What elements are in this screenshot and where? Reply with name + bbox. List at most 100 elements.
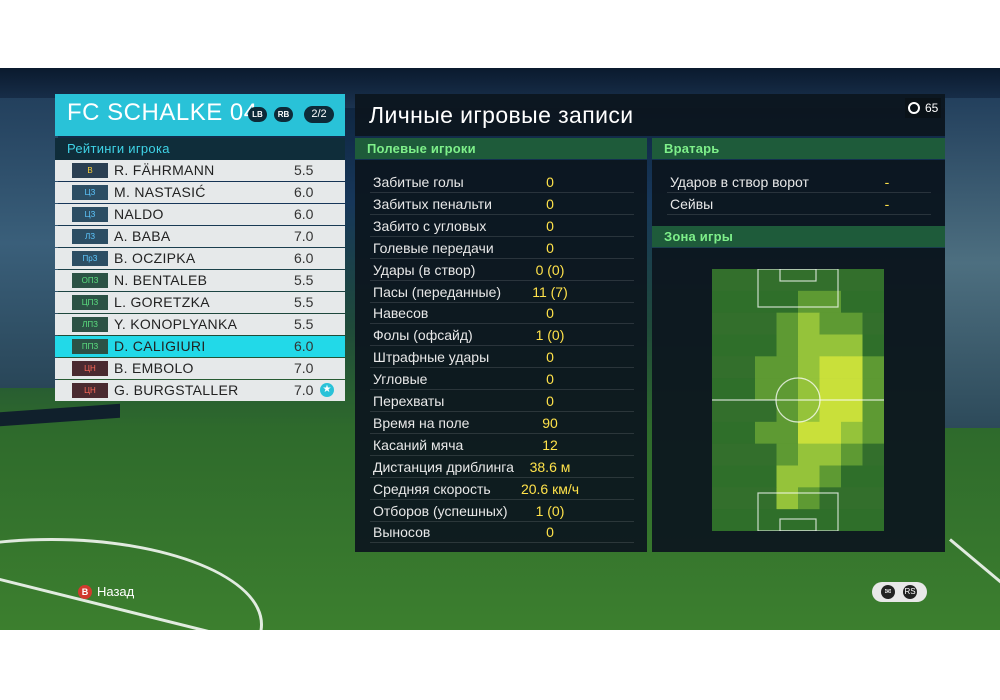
player-row[interactable]: ЛПЗ Y. KONOPLYANKA 5.5 xyxy=(55,314,345,335)
heatmap-cell xyxy=(712,421,734,444)
heatmap-cell xyxy=(819,400,842,423)
heatmap-cell xyxy=(862,356,884,379)
clock-icon xyxy=(908,102,920,114)
heatmap-cell xyxy=(776,421,799,444)
player-rating: 5.5 xyxy=(294,294,314,310)
lb-button-icon[interactable]: LB xyxy=(248,107,267,122)
heatmap-cell xyxy=(733,465,756,488)
stat-label: Дистанция дриблинга xyxy=(373,458,514,475)
heatmap-cell xyxy=(798,421,820,444)
gk-stat-value: - xyxy=(884,174,890,190)
player-name: D. CALIGIURI xyxy=(114,338,206,354)
player-name: R. FÄHRMANN xyxy=(114,162,215,178)
player-row[interactable]: ОПЗ N. BENTALEB 5.5 xyxy=(55,270,345,291)
position-badge: ЦЗ xyxy=(72,185,108,200)
play-zone-title: Зона игры xyxy=(664,229,734,244)
heatmap-cell xyxy=(819,443,842,466)
heatmap-cell xyxy=(755,356,777,379)
player-rating: 6.0 xyxy=(294,184,314,200)
gk-stat-label: Сейвы xyxy=(670,196,714,212)
heatmap-cell xyxy=(776,465,799,488)
stat-row: Штрафные удары 0 xyxy=(370,346,634,369)
heatmap-cell xyxy=(755,334,777,357)
player-name: B. EMBOLO xyxy=(114,360,194,376)
heatmap-cell xyxy=(755,421,777,444)
stat-label: Перехваты xyxy=(373,393,445,409)
position-badge: ЛПЗ xyxy=(72,317,108,332)
stat-row: Время на поле 90 xyxy=(370,412,634,434)
stat-value: 0 xyxy=(546,371,554,388)
ad-board xyxy=(0,403,120,427)
heatmap-cell xyxy=(712,356,734,379)
heatmap-cell xyxy=(755,443,777,466)
chat-icon: ✉ xyxy=(881,585,895,599)
player-name: N. BENTALEB xyxy=(114,272,208,288)
heatmap-cell xyxy=(819,421,842,444)
heatmap-cell xyxy=(819,465,842,488)
stat-value: 0 xyxy=(546,217,554,234)
rs-stick-icon: RS xyxy=(903,585,917,599)
heatmap-cell xyxy=(841,465,863,488)
stat-row: Фолы (офсайд) 1 (0) xyxy=(370,324,634,347)
player-row[interactable]: ЦЗ NALDO 6.0 xyxy=(55,204,345,225)
heatmap-cell xyxy=(776,290,799,313)
top-penalty-box xyxy=(757,269,839,308)
stat-value: 12 xyxy=(542,436,558,453)
heatmap-cell xyxy=(733,509,756,531)
stat-row: Отборов (успешных) 1 (0) xyxy=(370,500,634,522)
position-badge: ЦН xyxy=(72,361,108,376)
player-row[interactable]: ЦЗ M. NASTASIĆ 6.0 xyxy=(55,182,345,203)
heatmap-cell xyxy=(733,443,756,466)
heatmap-cell xyxy=(776,269,799,292)
heatmap-cell xyxy=(798,443,820,466)
heatmap-cell xyxy=(755,465,777,488)
heatmap-cell xyxy=(841,312,863,335)
heatmap-cell xyxy=(776,334,799,357)
player-rating: 6.0 xyxy=(294,206,314,222)
heatmap-cell xyxy=(776,356,799,379)
back-label: Назад xyxy=(97,584,135,599)
heatmap-cell xyxy=(841,290,863,313)
stat-value: 20.6 км/ч xyxy=(520,480,580,497)
heatmap-cell xyxy=(798,334,820,357)
stat-value: 90 xyxy=(542,414,558,431)
stat-value: 38.6 м xyxy=(529,458,571,475)
stat-row: Навесов 0 xyxy=(370,302,634,325)
heatmap-cell xyxy=(841,400,863,423)
heatmap-cell xyxy=(776,312,799,335)
player-row[interactable]: В R. FÄHRMANN 5.5 xyxy=(55,160,345,181)
heatmap-cell xyxy=(862,487,884,510)
gk-stat-row: Ударов в створ ворот - xyxy=(667,171,931,193)
star-icon: ★ xyxy=(320,383,334,397)
player-row[interactable]: ЛЗ A. BABA 7.0 xyxy=(55,226,345,247)
player-row[interactable]: ЦН G. BURGSTALLER 7.0 ★ xyxy=(55,380,345,401)
stat-value: 0 xyxy=(546,393,554,409)
stat-label: Средняя скорость xyxy=(373,480,491,497)
goalkeeper-header: Вратарь xyxy=(652,138,945,159)
controls-hint[interactable]: ✉ RS xyxy=(872,582,927,602)
stat-value: 0 xyxy=(546,239,554,256)
player-row[interactable]: ППЗ D. CALIGIURI 6.0 xyxy=(55,336,345,357)
player-rating: 7.0 xyxy=(294,228,314,244)
stat-label: Фолы (офсайд) xyxy=(373,327,473,344)
stat-row: Забитые голы 0 xyxy=(370,171,634,193)
player-row[interactable]: ПрЗ B. OCZIPKA 6.0 xyxy=(55,248,345,269)
ratings-header: Рейтинги игрока xyxy=(55,138,345,160)
gk-stat-row: Сейвы - xyxy=(667,193,931,215)
player-row[interactable]: ЦПЗ L. GORETZKA 5.5 xyxy=(55,292,345,313)
field-players-title: Полевые игроки xyxy=(367,141,476,156)
rb-button-icon[interactable]: RB xyxy=(274,107,293,122)
stat-label: Навесов xyxy=(373,305,429,322)
heatmap-cell xyxy=(798,465,820,488)
heatmap-cell xyxy=(798,356,820,379)
heatmap-cell xyxy=(755,378,777,401)
match-timer: 65 xyxy=(905,98,941,118)
player-row[interactable]: ЦН B. EMBOLO 7.0 xyxy=(55,358,345,379)
stat-row: Пасы (переданные) 11 (7) xyxy=(370,281,634,303)
heatmap-cell xyxy=(712,487,734,510)
player-name: NALDO xyxy=(114,206,164,222)
stat-value: 1 (0) xyxy=(535,327,565,344)
right-stand xyxy=(945,98,1000,428)
heatmap-cell xyxy=(776,487,799,510)
heatmap-cell xyxy=(712,378,734,401)
